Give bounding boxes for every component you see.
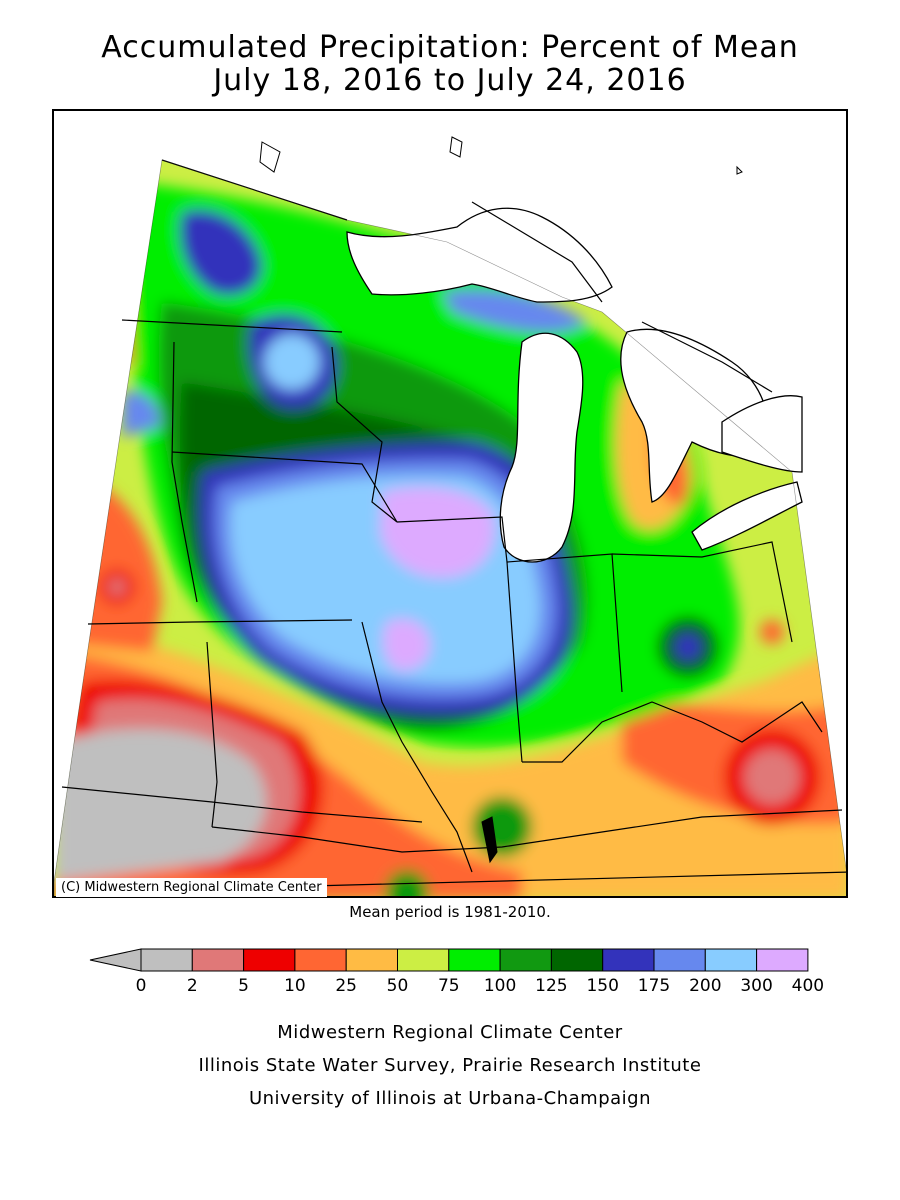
legend-swatch [602, 948, 655, 972]
legend-swatch [704, 948, 758, 972]
legend-arrow [89, 948, 142, 972]
footer-survey: Illinois State Water Survey, Prairie Res… [198, 1055, 702, 1076]
map-title: Accumulated Precipitation: Percent of Me… [101, 30, 799, 65]
lake-erie [691, 481, 803, 551]
legend-tick-label: 25 [335, 976, 358, 996]
legend-swatch [191, 948, 245, 972]
legend-tick-label: 75 [437, 976, 460, 996]
mean-period-note: Mean period is 1981-2010. [349, 903, 551, 921]
precipitation-map [52, 109, 848, 898]
great-lakes [346, 207, 803, 563]
lake-michigan [499, 332, 584, 563]
legend-swatch [499, 948, 552, 972]
legend-tick-label: 100 [483, 976, 517, 996]
footer-university: University of Illinois at Urbana-Champai… [248, 1088, 652, 1109]
legend-tick-label: 50 [386, 976, 409, 996]
map-date-range: July 18, 2016 to July 24, 2016 [213, 63, 687, 98]
color-legend: 0 2 5 10 25 50 75 100 125 150 175 200 300 400 [88, 948, 824, 998]
legend-bar [89, 948, 809, 972]
legend-swatch [345, 948, 399, 972]
footer-organization: Midwestern Regional Climate Center [277, 1022, 623, 1043]
legend-tick-label: 5 [238, 976, 250, 996]
map-canvas [54, 136, 846, 896]
islands [259, 136, 743, 864]
legend-tick-label: 400 [791, 976, 825, 996]
lake-huron [620, 328, 769, 503]
domain-outline [54, 159, 846, 896]
legend-tick-label: 0 [135, 976, 147, 996]
lake-superior [346, 207, 613, 303]
legend-tick-label: 2 [186, 976, 198, 996]
legend-swatch [397, 948, 450, 972]
legend-tick-label: 150 [586, 976, 619, 996]
legend-swatch [756, 948, 809, 972]
legend-swatch [294, 948, 347, 972]
legend-swatch [243, 948, 296, 972]
legend-tick-label: 125 [535, 976, 568, 996]
legend-tick-label: 200 [689, 976, 722, 996]
legend-swatch [140, 948, 193, 972]
legend-swatch [550, 948, 604, 972]
legend-swatch [448, 948, 501, 972]
legend-tick-label: 175 [637, 976, 671, 996]
state-boundaries [61, 159, 846, 888]
map-credit: (C) Midwestern Regional Climate Center [56, 878, 327, 897]
legend-tick-label: 10 [284, 976, 306, 996]
legend-tick-label: 300 [740, 976, 773, 996]
legend-swatch [653, 948, 706, 972]
ontario-land [721, 395, 803, 473]
